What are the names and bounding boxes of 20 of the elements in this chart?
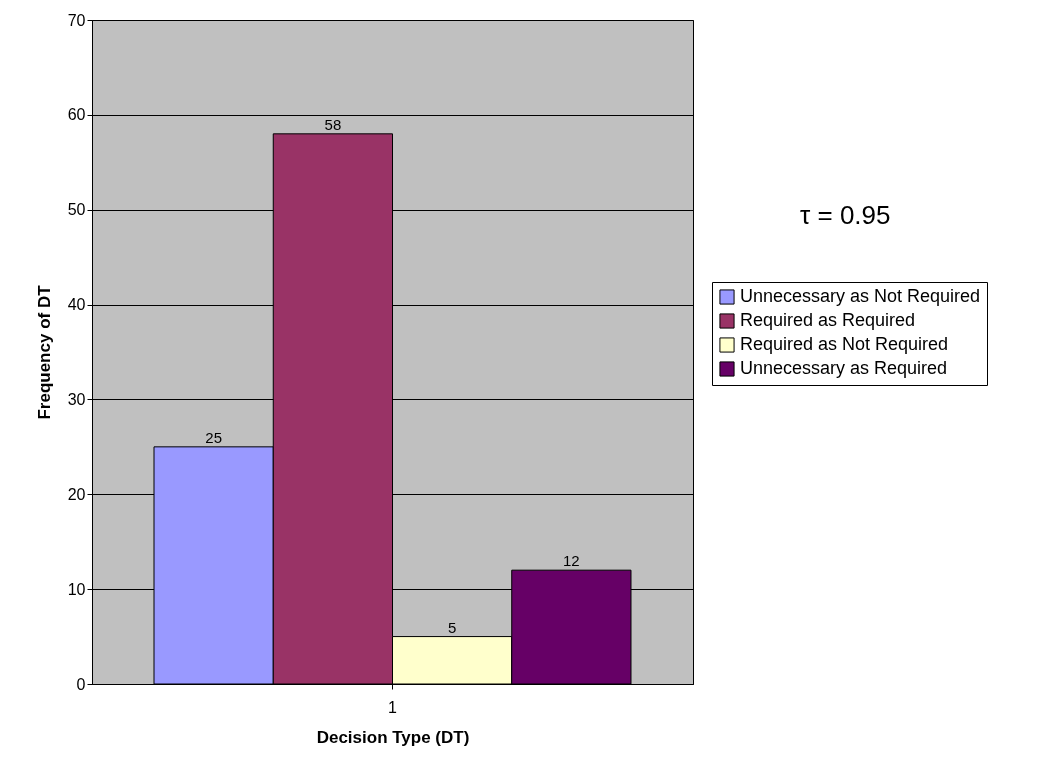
legend-label: Required as Not Required [740,334,949,354]
y-tick-label: 40 [67,296,86,314]
y-tick-label: 0 [76,675,86,693]
y-tick-label: 10 [67,580,86,598]
data-label: 5 [447,618,457,636]
y-tick-label: 50 [67,201,86,219]
data-label: 12 [563,552,580,570]
legend-label: Unnecessary as Required [740,358,948,378]
data-label: 25 [205,428,222,446]
y-tick-label: 70 [67,11,86,29]
y-tick-label: 60 [67,106,86,124]
y-tick-label: 20 [67,485,86,503]
y-tick-label: 30 [67,390,86,408]
x-tick-label: 1 [388,698,398,716]
text: τ = 0.95 [800,200,891,231]
y-axis-title: Frequency of DT [34,284,54,420]
data-label: 58 [324,115,342,133]
x-axis-title: Decision Type (DT) [316,727,470,747]
legend-label: Unnecessary as Not Required [740,286,981,306]
legend-label: Required as Required [740,310,916,330]
